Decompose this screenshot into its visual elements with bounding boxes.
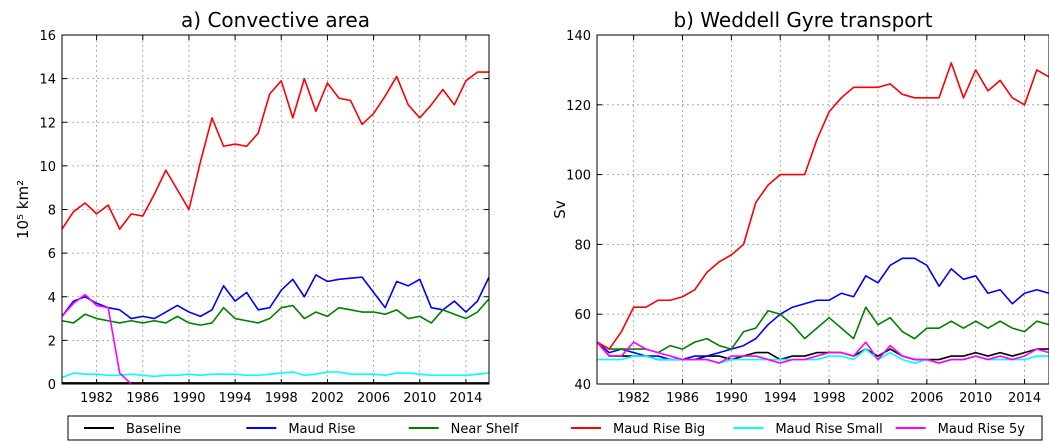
series-line-maud-rise-5y — [62, 293, 132, 384]
y-tick-label: 40 — [574, 378, 591, 393]
legend: Baseline Maud Rise Near Shelf Maud Rise Big… — [67, 415, 1043, 441]
x-tick-label: 2002 — [861, 391, 894, 406]
series-group — [62, 71, 489, 384]
y-tick-label: 120 — [566, 99, 591, 114]
y-tick-label: 8 — [48, 204, 56, 219]
x-tick-label: 2006 — [357, 391, 390, 406]
y-tick-label: 16 — [39, 29, 56, 44]
x-tick-label: 1998 — [265, 391, 298, 406]
series-line-near-shelf — [597, 306, 1049, 354]
series-line-maud-rise-small — [62, 371, 489, 379]
x-tick-label: 1986 — [666, 391, 699, 406]
y-tick-label: 4 — [48, 291, 56, 306]
y-tick-label: 10 — [39, 160, 56, 175]
panel-convective-area: 1982 1986 1990 1994 1998 2002 2006 2010 2014 0 2 4 6… — [14, 8, 490, 406]
x-tick-label: 2010 — [403, 391, 436, 406]
x-tick-label: 2010 — [959, 391, 992, 406]
y-tick-label: 140 — [566, 29, 591, 44]
y-axis-label: 10⁵ km² — [14, 180, 32, 239]
series-line-near-shelf — [62, 298, 489, 326]
x-tick-label: 2002 — [311, 391, 344, 406]
y-tick-label: 12 — [39, 116, 56, 131]
y-tick-label: 2 — [48, 334, 56, 349]
series-line-maud-rise — [597, 257, 1049, 361]
x-tick-label: 1994 — [764, 391, 797, 406]
legend-label-maud-rise-big: Maud Rise Big — [613, 422, 705, 437]
x-tick-label: 1986 — [126, 391, 159, 406]
x-tick-label: 2006 — [910, 391, 943, 406]
y-tick-label: 80 — [574, 238, 591, 253]
x-tick-label: 2014 — [449, 391, 482, 406]
legend-label-maud-rise: Maud Rise — [288, 422, 355, 437]
x-tick-label: 2014 — [1008, 391, 1041, 406]
plot-frame — [596, 34, 1049, 385]
series-line-maud-rise-big — [597, 62, 1049, 350]
x-tick-label: 1994 — [219, 391, 252, 406]
panel-title: b) Weddell Gyre transport — [673, 8, 932, 32]
legend-box — [67, 415, 1043, 441]
y-tick-label: 14 — [39, 73, 56, 88]
panel-title: a) Convective area — [181, 8, 370, 32]
legend-label-near-shelf: Near Shelf — [451, 422, 519, 437]
series-line-maud-rise-5y — [597, 341, 1049, 364]
series-line-maud-rise-small — [597, 348, 1049, 364]
y-tick-label: 0 — [48, 378, 56, 393]
legend-label-baseline: Baseline — [126, 422, 181, 437]
x-tick-label: 1990 — [715, 391, 748, 406]
y-tick-label: 6 — [48, 247, 56, 262]
x-tick-label: 1998 — [813, 391, 846, 406]
x-tick-label: 1982 — [80, 391, 113, 406]
series-line-maud-rise-big — [62, 71, 489, 230]
series-group — [597, 62, 1049, 364]
series-line-maud-rise — [62, 274, 489, 320]
panel-weddell-gyre-transport: 1982 1986 1990 1994 1998 2002 2006 2010 2014 40 60… — [551, 8, 1049, 406]
y-tick-label: 60 — [574, 308, 591, 323]
y-tick-label: 100 — [566, 169, 591, 184]
y-axis-label: Sv — [551, 200, 569, 219]
x-tick-label: 1982 — [617, 391, 650, 406]
legend-label-maud-rise-small: Maud Rise Small — [775, 422, 882, 437]
legend-label-maud-rise-5y: Maud Rise 5y — [938, 422, 1026, 437]
x-tick-label: 1990 — [172, 391, 205, 406]
